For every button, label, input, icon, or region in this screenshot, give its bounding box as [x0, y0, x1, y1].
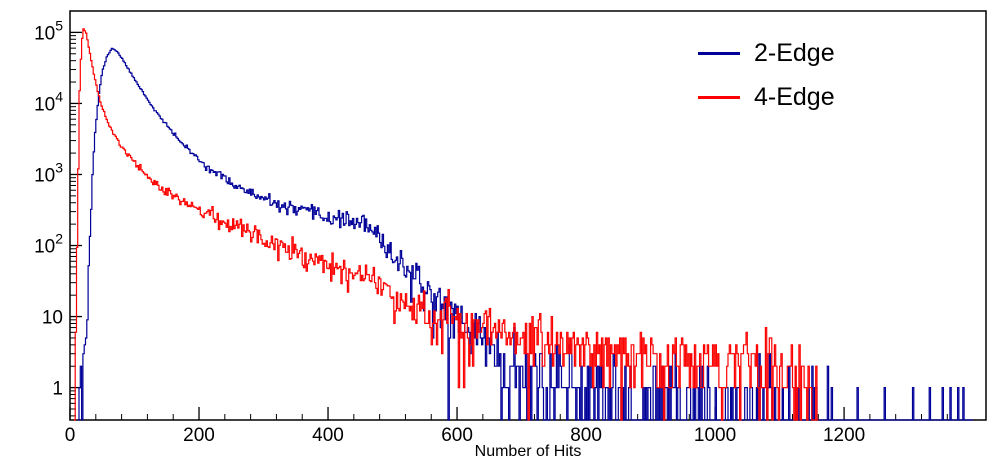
svg-text:200: 200 — [183, 425, 215, 446]
svg-text:103: 103 — [34, 159, 63, 186]
svg-text:104: 104 — [34, 88, 63, 115]
legend-label-2edge: 2-Edge — [754, 38, 835, 67]
svg-text:102: 102 — [34, 231, 63, 258]
legend-line-2edge-icon — [698, 51, 740, 55]
svg-text:0: 0 — [65, 425, 76, 446]
svg-text:800: 800 — [570, 425, 602, 446]
legend-entry-2edge: 2-Edge — [698, 36, 835, 70]
series-2-Edge — [77, 47, 974, 421]
series-4-Edge — [73, 28, 819, 421]
legend-entry-4edge: 4-Edge — [698, 80, 835, 114]
x-axis-title: Number of Hits — [474, 443, 582, 460]
svg-text:1200: 1200 — [823, 425, 865, 446]
svg-text:400: 400 — [312, 425, 344, 446]
svg-text:600: 600 — [441, 425, 473, 446]
legend-line-4edge-icon — [698, 95, 740, 99]
svg-text:1: 1 — [52, 379, 63, 400]
svg-text:105: 105 — [34, 17, 63, 44]
legend-label-4edge: 4-Edge — [754, 82, 835, 111]
svg-text:10: 10 — [42, 308, 63, 329]
svg-text:1000: 1000 — [694, 425, 736, 446]
legend: 2-Edge 4-Edge — [698, 36, 835, 114]
